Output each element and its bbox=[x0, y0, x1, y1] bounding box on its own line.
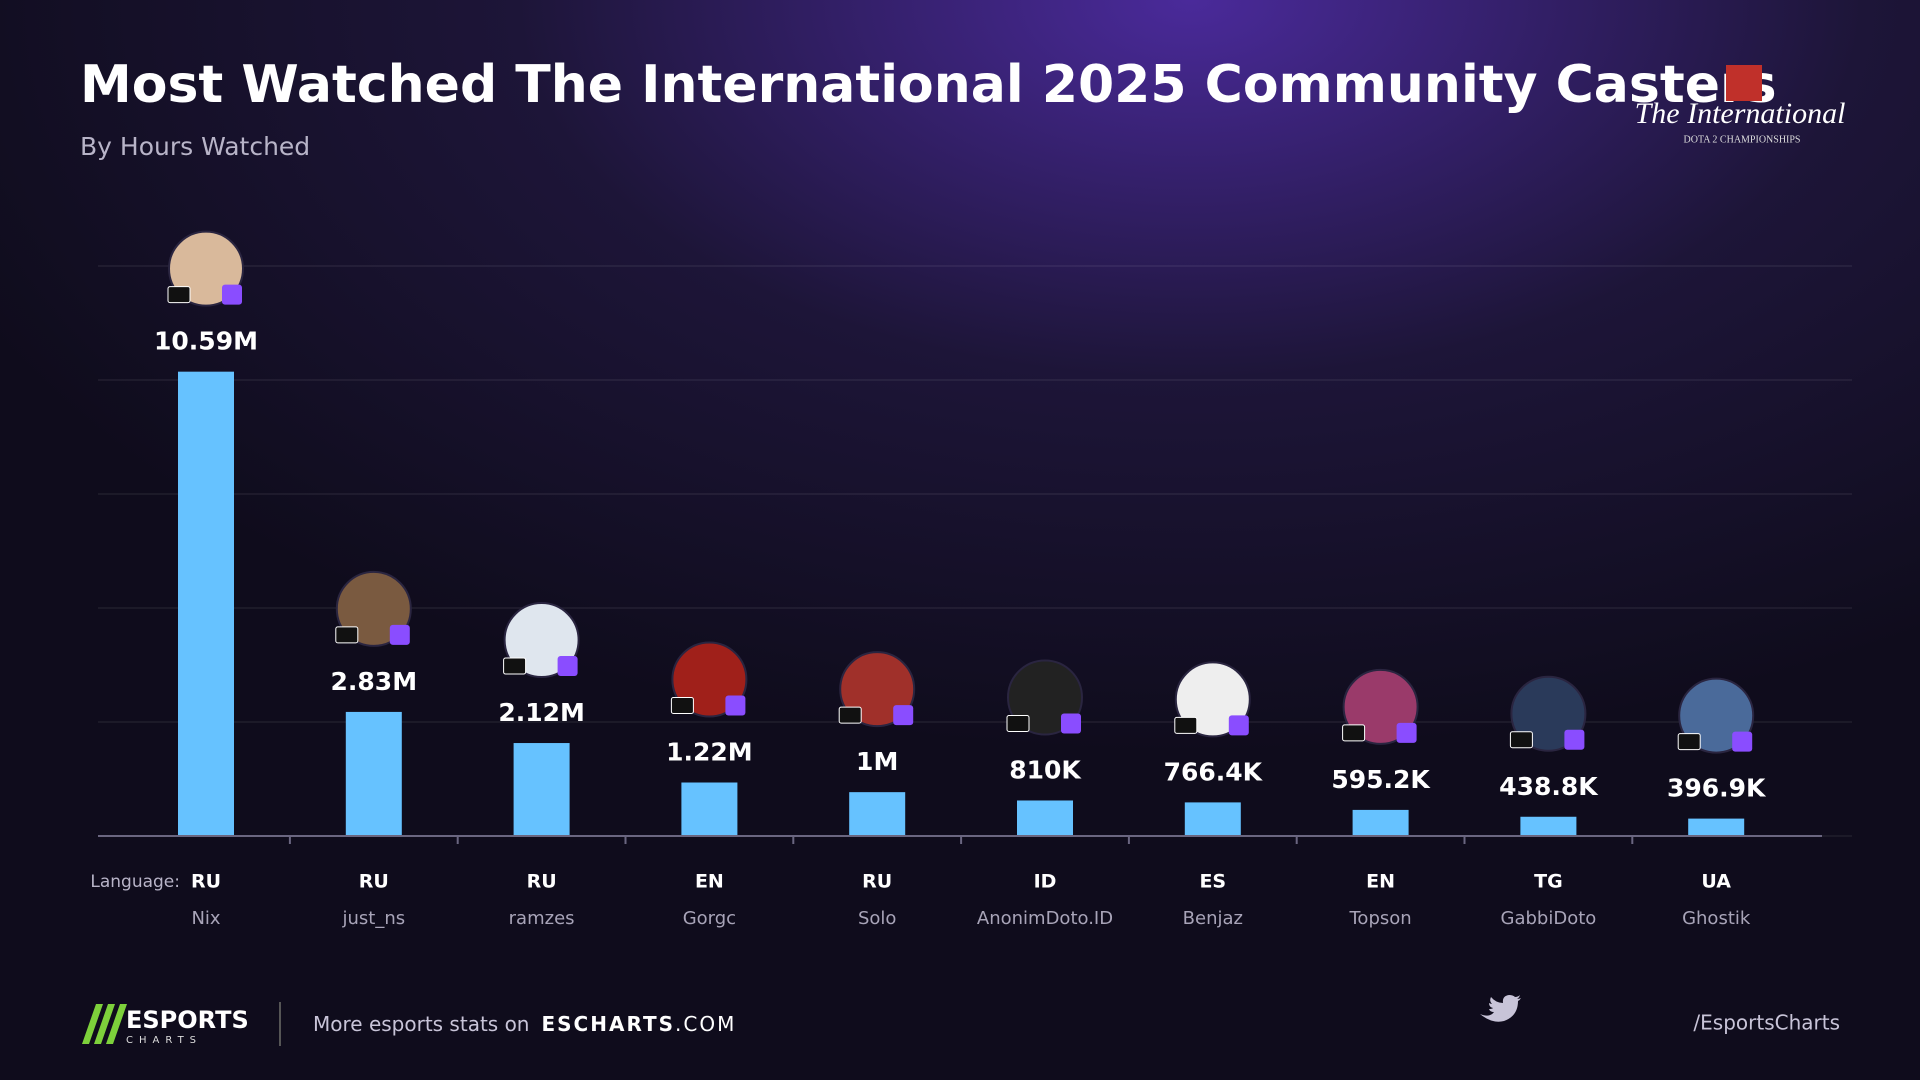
language: UA bbox=[1701, 871, 1731, 893]
language: RU bbox=[359, 871, 389, 893]
bar bbox=[513, 743, 570, 836]
bar bbox=[1520, 816, 1577, 836]
platform-icon bbox=[1732, 731, 1753, 752]
x-tick-label: Gorgc bbox=[683, 908, 736, 929]
footer-text: More esports stats on bbox=[313, 1012, 529, 1036]
bar bbox=[178, 371, 234, 836]
footer-text: More esports stats on ESCHARTS.COM bbox=[313, 1012, 736, 1036]
brand-icon bbox=[82, 1004, 127, 1044]
language: ID bbox=[1034, 871, 1057, 893]
twitter-icon[interactable] bbox=[1480, 995, 1521, 1022]
site-name[interactable]: ESCHARTS bbox=[541, 1012, 675, 1036]
x-tick-label: Topson bbox=[1349, 908, 1412, 929]
bar bbox=[1688, 818, 1745, 836]
value-label: 595.2K bbox=[1331, 765, 1431, 794]
bar bbox=[681, 782, 738, 836]
platform-icon bbox=[557, 656, 578, 677]
chart-title: Most Watched The International 2025 Comm… bbox=[80, 55, 1777, 115]
x-tick-label: just_ns bbox=[341, 908, 405, 929]
platform-icon bbox=[1396, 722, 1417, 743]
flag-icon bbox=[503, 657, 527, 675]
value-label: 10.59M bbox=[154, 327, 258, 356]
language: RU bbox=[191, 871, 221, 893]
x-tick-label: Benjaz bbox=[1183, 908, 1243, 929]
x-tick-label: AnonimDoto.ID bbox=[977, 908, 1113, 929]
platform-icon bbox=[725, 695, 746, 716]
value-label: 396.9K bbox=[1667, 774, 1767, 803]
flag-icon bbox=[838, 706, 862, 724]
bar bbox=[345, 711, 402, 836]
language-label: Language: bbox=[90, 872, 180, 892]
bar bbox=[1184, 802, 1241, 836]
brand-name: ESPORTS bbox=[126, 1006, 249, 1034]
x-tick-label: Nix bbox=[191, 908, 220, 929]
footer: ESPORTS CHARTS More esports stats on ESCH… bbox=[82, 995, 1840, 1046]
flag-icon bbox=[1342, 724, 1366, 742]
language: EN bbox=[1366, 871, 1395, 893]
social-handle[interactable]: /EsportsCharts bbox=[1693, 1011, 1840, 1035]
language: RU bbox=[862, 871, 892, 893]
bar bbox=[1352, 809, 1409, 836]
logo-subtitle: DOTA 2 CHAMPIONSHIPS bbox=[1684, 134, 1801, 145]
platform-icon bbox=[1228, 715, 1249, 736]
x-tick-label: Ghostik bbox=[1682, 908, 1751, 929]
platform-icon bbox=[222, 284, 242, 305]
value-label: 766.4K bbox=[1164, 757, 1264, 786]
x-tick-label: Solo bbox=[858, 908, 896, 929]
platform-icon bbox=[389, 624, 410, 645]
bar bbox=[849, 792, 906, 836]
platform-icon bbox=[893, 705, 914, 726]
logo-title: The International bbox=[1635, 97, 1846, 130]
value-label: 810K bbox=[1009, 755, 1082, 784]
language: RU bbox=[527, 871, 557, 893]
flag-icon bbox=[167, 286, 191, 304]
x-tick-label: ramzes bbox=[509, 908, 575, 929]
flag-icon bbox=[1677, 733, 1701, 751]
chart-subtitle: By Hours Watched bbox=[80, 132, 310, 161]
brand-sub: CHARTS bbox=[126, 1035, 202, 1046]
platform-icon bbox=[1061, 713, 1081, 734]
event-logo: The International DOTA 2 CHAMPIONSHIPS bbox=[1635, 65, 1846, 145]
value-label: 1M bbox=[856, 747, 898, 776]
language: EN bbox=[695, 871, 724, 893]
flag-icon bbox=[1174, 716, 1198, 734]
value-label: 1.22M bbox=[666, 738, 753, 767]
language: ES bbox=[1199, 871, 1226, 893]
x-tick-label: GabbiDoto bbox=[1501, 908, 1597, 929]
language: TG bbox=[1534, 871, 1563, 893]
plot: RU Nix 10.59M RU just_ns 2.83M RU ramzes 2.12M EN… bbox=[90, 230, 1852, 929]
flag-icon bbox=[335, 626, 359, 644]
value-label: 438.8K bbox=[1499, 772, 1599, 801]
flag-icon bbox=[1006, 714, 1030, 732]
value-label: 2.12M bbox=[498, 698, 585, 727]
flag-icon bbox=[670, 697, 694, 715]
bar bbox=[1017, 800, 1073, 836]
flag-icon bbox=[1509, 731, 1533, 749]
platform-icon bbox=[1564, 729, 1585, 750]
value-label: 2.83M bbox=[331, 667, 418, 696]
logo-icon bbox=[1726, 65, 1762, 101]
site-suffix[interactable]: .COM bbox=[675, 1012, 736, 1036]
